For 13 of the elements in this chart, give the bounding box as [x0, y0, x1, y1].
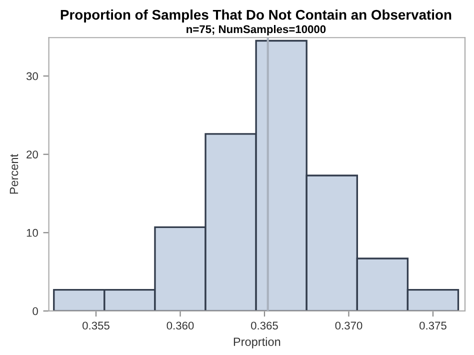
y-axis-title: Percent	[10, 154, 18, 194]
x-tick-label: 0.360	[166, 322, 194, 330]
y-tick-label: 20	[26, 150, 38, 158]
x-tick-label: 0.375	[420, 322, 446, 330]
x-tick-label: 0.365	[251, 322, 278, 330]
y-tick-label: 30	[26, 72, 38, 80]
chart-title: Proportion of Samples That Do Not Contain an Observation	[60, 10, 452, 22]
x-axis-title: Proprtion	[234, 337, 280, 348]
y-tick-label: 10	[26, 228, 38, 237]
chart-subtitle: n=75; NumSamples=10000	[186, 24, 326, 36]
x-tick-label: 0.355	[82, 322, 110, 330]
x-tick-label: 0.370	[335, 322, 362, 330]
y-tick-label: 0	[32, 307, 38, 316]
